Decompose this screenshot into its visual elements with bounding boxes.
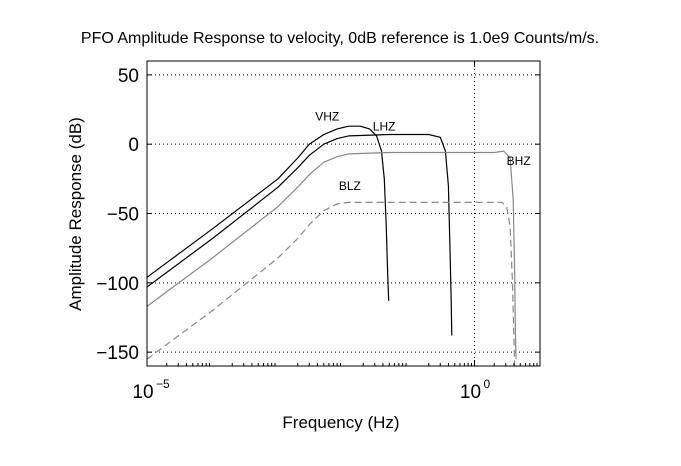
x-tick-exponent-1: 0 (484, 377, 491, 391)
series-labels: VHZ LHZ BHZ BLZ (315, 110, 530, 193)
chart-title: PFO Amplitude Response to velocity, 0dB … (81, 30, 599, 47)
series-label-vhz: VHZ (315, 110, 339, 124)
grid-lines (146, 61, 540, 366)
y-tick-label-4: −150 (96, 343, 139, 364)
y-tick-label-3: −100 (96, 274, 139, 295)
y-tick-label-1: 0 (128, 135, 139, 156)
series-lines (146, 125, 517, 367)
y-axis-title: Amplitude Response (dB) (66, 117, 85, 311)
x-tick-label-0: 10 (132, 382, 153, 403)
x-tick-label-1: 10 (460, 382, 481, 403)
series-line-blz (146, 201, 516, 367)
x-axis-title: Frequency (Hz) (282, 413, 399, 432)
series-line-bhz (146, 150, 517, 360)
series-line-vhz (146, 125, 390, 301)
x-tick-exponent-0: −5 (156, 377, 170, 391)
series-line-lhz (146, 133, 453, 336)
series-label-bhz: BHZ (507, 154, 531, 168)
y-tick-label-2: −50 (107, 205, 139, 226)
y-tick-label-0: 50 (118, 66, 139, 87)
series-label-blz: BLZ (339, 179, 361, 193)
series-label-lhz: LHZ (373, 119, 396, 133)
